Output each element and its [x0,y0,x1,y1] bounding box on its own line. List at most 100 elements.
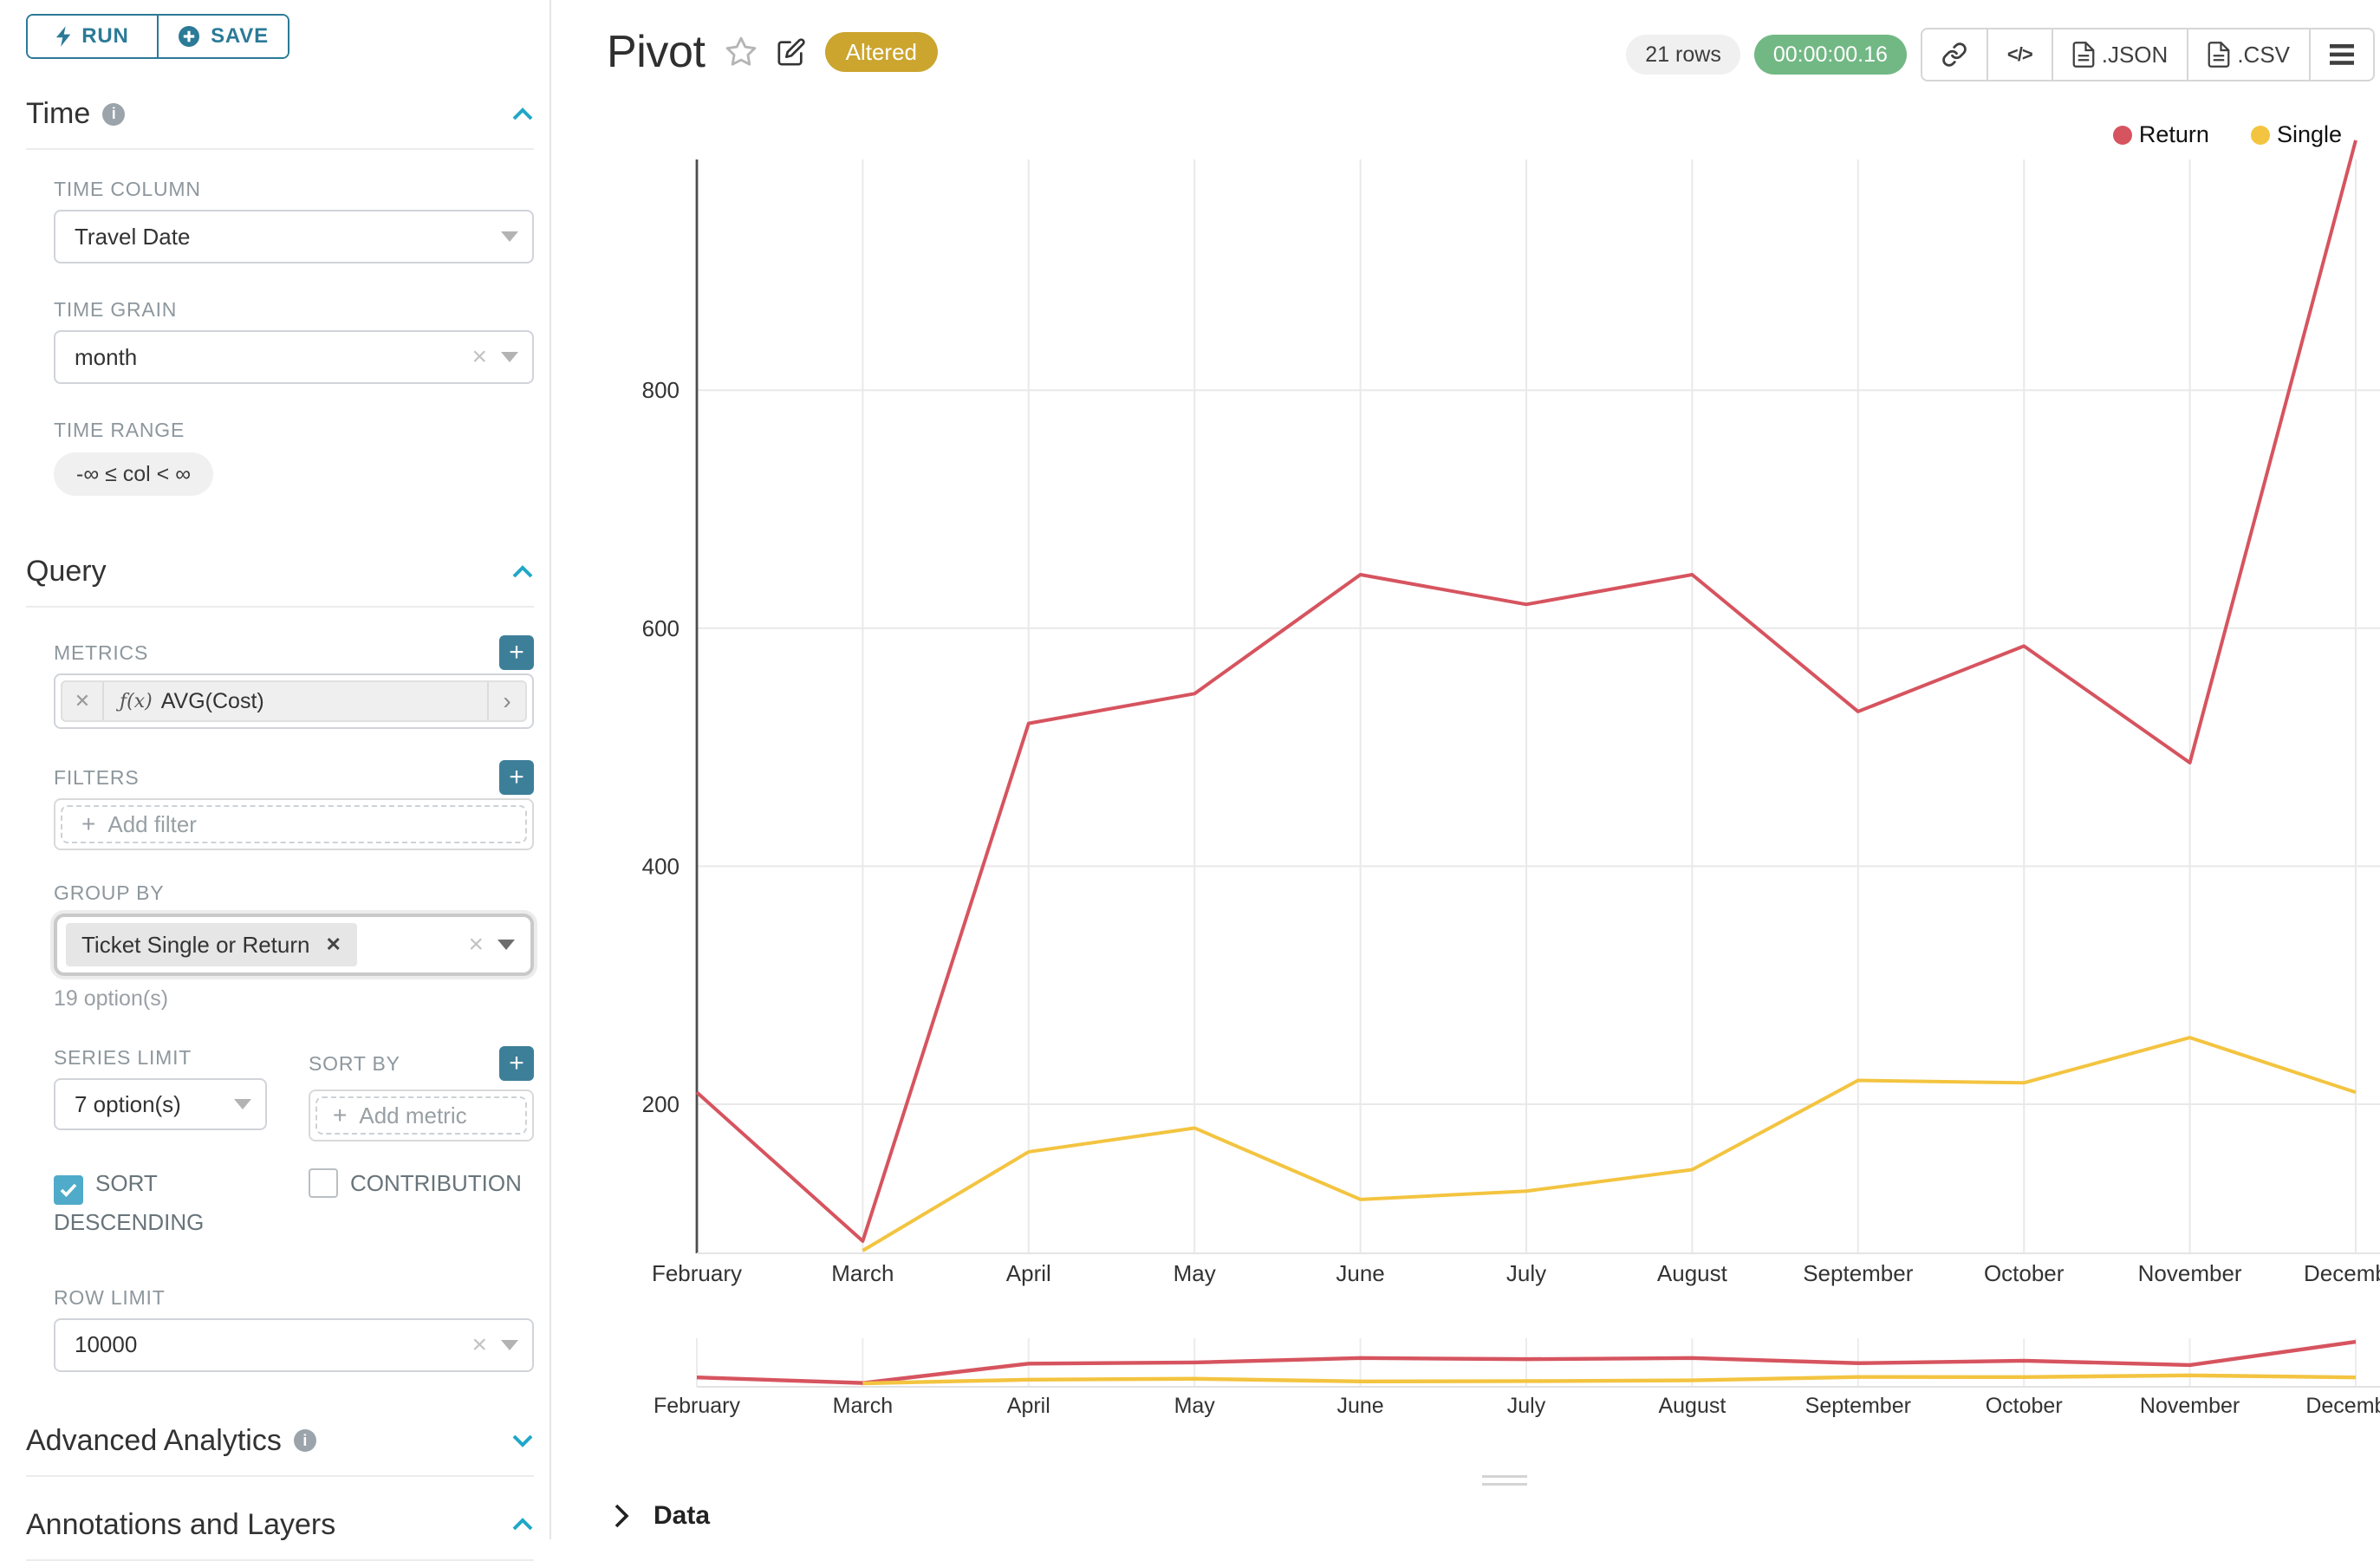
group-by-label: GROUP BY [54,881,165,904]
svg-text:September: September [1805,1394,1911,1418]
metrics-container: ✕ ƒ(x) AVG(Cost) › [54,673,534,729]
svg-text:December: December [2304,1260,2380,1286]
row-limit-select[interactable]: 10000 × [54,1317,534,1372]
svg-text:600: 600 [642,615,680,641]
add-filter-placeholder: Add filter [107,810,197,837]
star-icon[interactable] [725,36,758,68]
remove-metric-icon[interactable]: ✕ [62,682,104,720]
legend-dot-single [2250,125,2270,145]
chart-panel: Pivot Altered 21 rows 00:00:00.16 </> .J… [551,0,2380,1539]
legend-label-single: Single [2276,121,2342,147]
file-icon [2208,42,2230,68]
plus-circle-icon [179,26,200,47]
row-limit-value: 10000 [75,1331,138,1358]
chevron-down-icon [501,1339,518,1350]
time-range-field: TIME RANGE -∞ ≤ col < ∞ [54,419,534,496]
section-advanced-title: Advanced Analytics [26,1423,282,1457]
svg-text:February: February [652,1260,742,1286]
section-annotations[interactable]: Annotations and Layers [26,1508,534,1561]
svg-text:June: June [1336,1260,1384,1286]
remove-tag-icon[interactable]: ✕ [325,933,341,955]
metric-pill[interactable]: ✕ ƒ(x) AVG(Cost) › [61,680,527,722]
chevron-down-icon [501,231,518,242]
export-json-label: .JSON [2101,41,2169,68]
sort-descending-checkbox[interactable] [54,1175,83,1205]
add-sort-metric-button[interactable]: + [499,1046,534,1081]
export-csv-button[interactable]: .CSV [2187,29,2309,80]
series-limit-select[interactable]: 7 option(s) [54,1078,267,1130]
resize-handle[interactable] [1482,1475,1527,1491]
group-by-tag-label: Ticket Single or Return [81,931,310,958]
altered-badge[interactable]: Altered [824,32,938,72]
add-filter-button[interactable]: + [499,760,534,795]
add-sort-metric-dropzone[interactable]: + Add metric [315,1096,527,1135]
group-by-select[interactable]: Ticket Single or Return ✕ × [54,914,534,976]
contribution-label: CONTRIBUTION [350,1170,522,1196]
copy-link-button[interactable] [1922,29,1987,80]
svg-text:400: 400 [642,853,680,879]
range-selector-chart[interactable]: February March April May June July August Septe… [551,1335,2380,1432]
svg-text:August: August [1657,1260,1728,1286]
add-filter-dropzone[interactable]: + Add filter [61,805,527,843]
svg-text:October: October [1986,1394,2063,1418]
legend-label-return: Return [2138,121,2209,147]
metrics-field: METRICS + ✕ ƒ(x) AVG(Cost) › [54,635,534,729]
lightning-icon [56,26,71,47]
chevron-up-icon[interactable] [511,564,534,580]
info-icon: i [293,1429,316,1453]
sort-by-label: SORT BY [309,1051,400,1075]
section-advanced-analytics[interactable]: Advanced Analytics i [26,1424,534,1477]
sort-by-container: + Add metric [309,1089,534,1141]
group-by-tag[interactable]: Ticket Single or Return ✕ [66,923,357,966]
svg-text:November: November [2140,1394,2240,1418]
add-metric-button[interactable]: + [499,635,534,670]
time-column-select[interactable]: Travel Date [54,210,534,263]
time-grain-select[interactable]: month × [54,330,534,384]
edit-icon[interactable] [777,37,806,67]
save-button[interactable]: SAVE [159,16,288,57]
metric-value: AVG(Cost) [160,688,264,713]
checkbox-row: SORT DESCENDING CONTRIBUTION [54,1166,534,1241]
file-icon [2072,42,2095,68]
menu-button[interactable] [2309,29,2373,80]
chevron-up-icon[interactable] [511,107,534,122]
run-button[interactable]: RUN [28,16,159,57]
svg-text:800: 800 [642,377,680,403]
run-button-label: RUN [81,24,129,48]
chart-toolbar: 21 rows 00:00:00.16 </> .JSON .CSV [1626,28,2375,81]
svg-text:July: July [1506,1260,1546,1286]
filters-container: + Add filter [54,798,534,850]
chevron-up-icon[interactable] [511,1517,534,1532]
filters-field: FILTERS + + Add filter [54,760,534,850]
legend-item-return[interactable]: Return [2112,121,2209,148]
link-icon [1942,42,1967,67]
svg-text:May: May [1174,1260,1216,1286]
clear-icon[interactable]: × [471,1330,487,1359]
clear-icon[interactable]: × [468,930,484,959]
series-limit-label: SERIES LIMIT [54,1046,192,1069]
export-json-button[interactable]: .JSON [2051,29,2188,80]
embed-code-button[interactable]: </> [1986,29,2052,80]
data-panel-toggle[interactable]: Data [614,1501,710,1531]
legend-item-single[interactable]: Single [2250,121,2342,148]
clear-icon[interactable]: × [471,342,487,371]
legend-dot-return [2112,125,2132,145]
chevron-right-icon[interactable]: › [487,682,525,720]
group-by-options-hint: 19 option(s) [54,986,169,1011]
info-icon: i [102,102,126,126]
section-query[interactable]: Query [26,555,534,608]
time-range-value[interactable]: -∞ ≤ col < ∞ [54,452,214,496]
section-time[interactable]: Time i [26,97,534,150]
chart-header: Pivot Altered [607,23,938,81]
chevron-down-icon[interactable] [511,1433,534,1448]
svg-text:April: April [1006,1260,1051,1286]
code-icon: </> [2006,43,2033,65]
section-time-title: Time [26,97,91,130]
sort-by-placeholder: Add metric [359,1102,467,1128]
chevron-down-icon [234,1099,251,1109]
contribution-checkbox[interactable] [309,1168,338,1198]
limits-row: SERIES LIMIT 7 option(s) SORT BY + + Add… [54,1046,534,1141]
fx-icon: ƒ(x) [120,690,153,712]
line-chart[interactable]: 200 400 600 800 February March April May June Jul… [551,104,2380,1326]
filters-label: FILTERS [54,765,140,789]
